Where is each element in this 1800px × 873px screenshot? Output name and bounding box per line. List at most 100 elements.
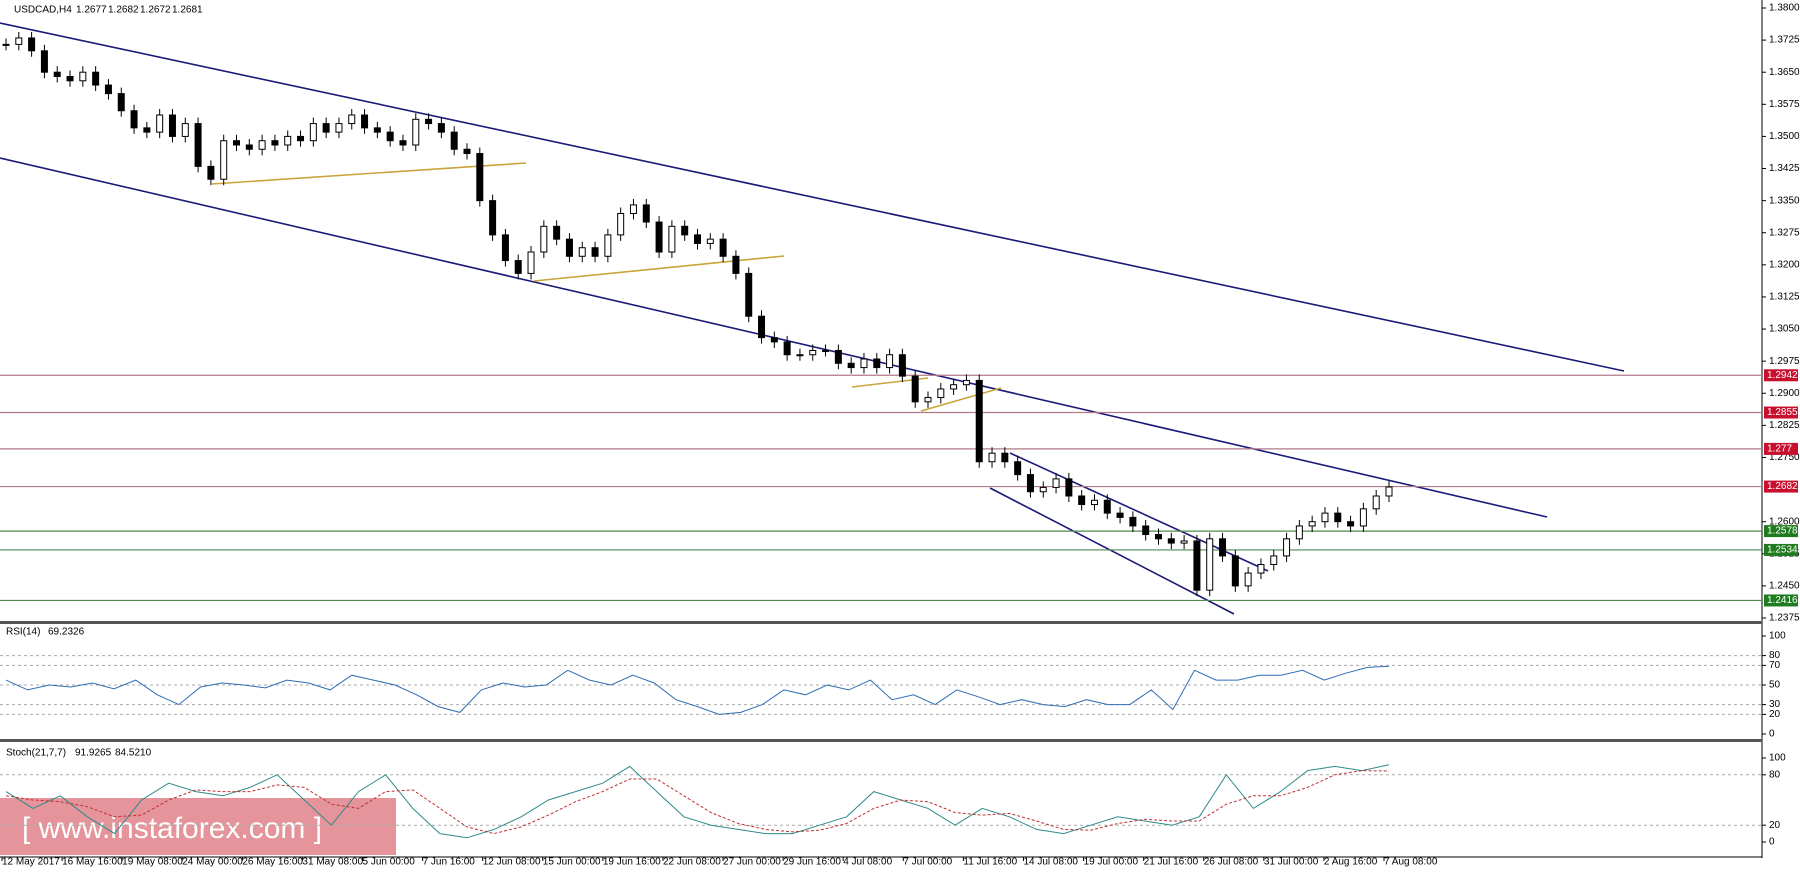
ohlc-value: 1.2672: [140, 5, 171, 16]
candle-body: [1129, 516, 1137, 527]
candle-body: [40, 50, 48, 73]
candle-body: [809, 349, 817, 356]
candle-body: [924, 397, 932, 403]
level-label: 1.2578: [1767, 526, 1798, 537]
candle-body: [501, 234, 509, 262]
y-tick-label: 1.3725: [1769, 35, 1800, 46]
y-tick-label: 1.2375: [1769, 613, 1800, 624]
candle-body: [1001, 452, 1009, 463]
candle-body: [207, 165, 215, 180]
candle-body: [284, 135, 292, 146]
candle-body: [1321, 512, 1329, 523]
candle-body: [937, 388, 945, 399]
y-tick-label: 100: [1769, 631, 1786, 642]
candle-body: [1347, 521, 1355, 527]
x-tick-label: 2 Aug 16:00: [1324, 857, 1378, 868]
candle-body: [437, 123, 445, 133]
indicator-line: [5, 764, 1390, 839]
x-tick-label: 29 Jun 16:00: [783, 857, 841, 868]
y-tick-label: 30: [1769, 699, 1781, 710]
x-tick-label: 11 Jul 16:00: [963, 857, 1017, 868]
candle-body: [463, 148, 471, 155]
candle-body: [79, 71, 87, 82]
level-label-box: [1764, 406, 1798, 419]
candle-body: [783, 341, 791, 356]
candle-body: [309, 123, 317, 142]
candle-body: [758, 315, 766, 339]
candle-body: [15, 37, 23, 45]
level-label: 1.2942: [1767, 370, 1798, 381]
candle-body: [706, 238, 714, 244]
candle-body: [1244, 572, 1252, 587]
candle-body: [1295, 525, 1303, 540]
level-label-box: [1764, 525, 1798, 538]
x-tick-label: 4 Jul 08:00: [843, 857, 892, 868]
level-label: 1.2534: [1767, 545, 1798, 556]
level-label-box: [1764, 369, 1798, 382]
x-tick-label: 5 Jun 00:00: [363, 857, 416, 868]
level-label: 1.2682: [1767, 481, 1798, 492]
candle-body: [1334, 512, 1342, 523]
candle-body: [450, 131, 458, 150]
y-tick-label: 1.2450: [1769, 581, 1800, 592]
x-tick-label: 12 Jun 08:00: [483, 857, 541, 868]
candle-body: [104, 84, 112, 95]
y-tick-label: 1.2750: [1769, 452, 1800, 463]
candle-body: [668, 225, 676, 253]
candle-body: [66, 75, 74, 82]
candle-body: [1257, 563, 1265, 574]
candle-body: [732, 255, 740, 274]
candle-body: [1270, 555, 1278, 565]
x-tick-label: 24 May 00:00: [182, 857, 243, 868]
y-tick-label: 1.3800: [1769, 3, 1800, 14]
x-tick-label: 7 Jun 16:00: [423, 857, 476, 868]
candle-body: [873, 358, 881, 369]
y-tick-label: 50: [1769, 680, 1781, 691]
y-tick-label: 1.3650: [1769, 67, 1800, 78]
x-tick-label: 7 Jul 00:00: [903, 857, 952, 868]
x-tick-label: 19 Jun 16:00: [603, 857, 661, 868]
x-tick-label: 31 Jul 00:00: [1264, 857, 1319, 868]
x-tick-label: 26 Jul 08:00: [1204, 857, 1259, 868]
candle-body: [322, 123, 330, 133]
candle-body: [156, 114, 164, 133]
level-label: 1.2855: [1767, 407, 1798, 418]
candle-body: [386, 131, 394, 142]
candle-body: [694, 234, 701, 244]
indicator-name: Stoch(21,7,7): [6, 748, 66, 759]
x-tick-label: 16 May 16:00: [62, 857, 123, 868]
indicator-name: RSI(14): [6, 627, 40, 638]
trend-line: [989, 487, 1235, 615]
x-tick-label: 14 Jul 08:00: [1023, 857, 1078, 868]
candle-body: [553, 225, 561, 240]
y-tick-label: 80: [1769, 650, 1781, 661]
y-tick-label: 1.3050: [1769, 324, 1800, 335]
candle-body: [886, 354, 894, 369]
candle-body: [770, 337, 778, 343]
candle-body: [335, 123, 343, 133]
candle-body: [629, 204, 637, 214]
candle-body: [130, 110, 138, 129]
candle-body: [514, 260, 522, 274]
candle-body: [194, 123, 202, 167]
ohlc-value: 1.2681: [172, 5, 203, 16]
indicator-value: 69.2326: [48, 627, 85, 638]
x-tick-label: 12 May 2017: [2, 857, 60, 868]
candle-body: [1219, 538, 1227, 557]
level-label-box: [1764, 442, 1798, 455]
header: USDCAD,H4 1.2677 1.2682 1.2672 1.2681 RS…: [6, 5, 203, 759]
candle-body: [412, 118, 420, 146]
indicator-line: [5, 665, 1390, 715]
indicator-line: [5, 770, 1390, 835]
candle-body: [399, 140, 407, 146]
y-tick-label: 0: [1769, 837, 1775, 848]
candle-body: [1359, 508, 1367, 527]
symbol: USDCAD,H4: [14, 5, 72, 16]
y-tick-label: 1.3200: [1769, 259, 1800, 270]
candle-body: [1026, 474, 1034, 493]
y-tick-label: 1.2825: [1769, 420, 1800, 431]
candle-body: [834, 349, 842, 364]
panel-separator: [0, 621, 1762, 624]
candle-body: [348, 114, 356, 125]
